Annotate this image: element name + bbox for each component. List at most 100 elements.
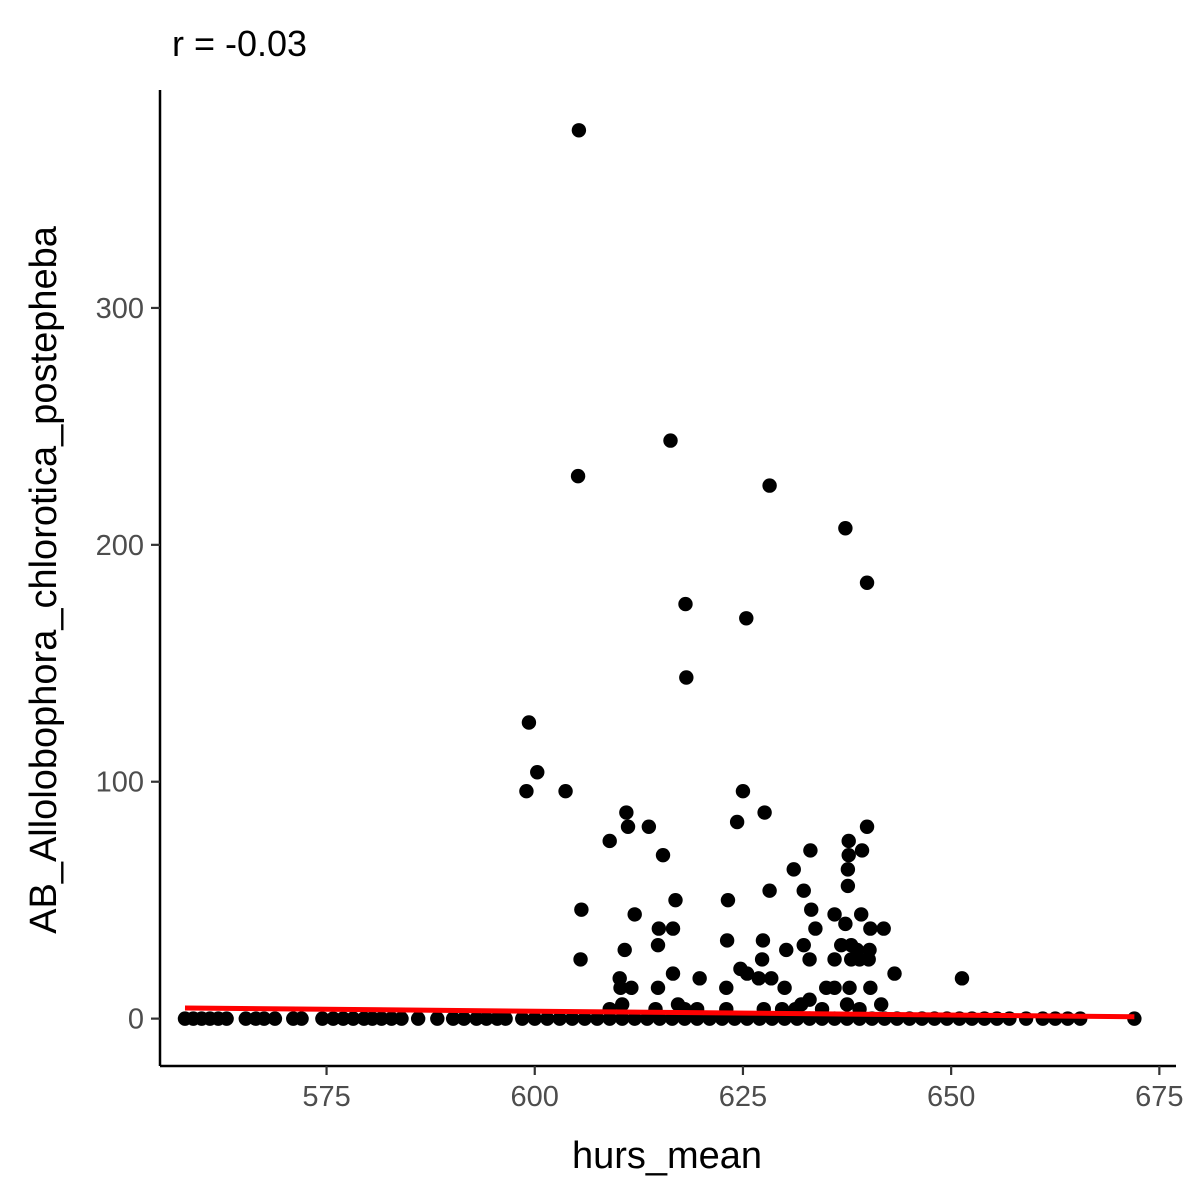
trend-layer: [184, 1005, 1135, 1020]
data-point: [720, 892, 736, 908]
data-point: [267, 1011, 283, 1026]
data-point: [346, 1011, 361, 1026]
data-point: [627, 907, 642, 922]
data-point: [620, 819, 636, 834]
data-point: [838, 916, 853, 932]
ticks-layer: 575 600 625 650 675 0 100 200 300: [96, 293, 1184, 1113]
data-point: [827, 980, 842, 996]
data-point: [692, 971, 707, 986]
data-point: [762, 478, 777, 493]
data-point: [456, 1011, 472, 1026]
data-point: [519, 784, 534, 799]
data-point: [655, 847, 671, 863]
data-point: [336, 1011, 351, 1026]
data-point: [394, 1011, 409, 1026]
data-point: [735, 784, 751, 799]
data-point: [570, 468, 586, 484]
data-point: [729, 814, 745, 830]
data-point: [639, 1011, 655, 1026]
x-tick-label: 575: [302, 1081, 350, 1113]
data-point: [574, 902, 589, 917]
data-point: [762, 883, 777, 898]
chart-title: r = -0.03: [172, 23, 307, 64]
data-point: [840, 878, 856, 894]
data-point: [219, 1011, 234, 1026]
data-point: [410, 1011, 426, 1026]
data-point: [665, 921, 681, 936]
data-point: [617, 942, 632, 958]
data-point: [859, 575, 875, 590]
data-point: [602, 1011, 617, 1026]
data-point: [652, 1011, 667, 1026]
data-point: [577, 1011, 592, 1026]
data-point: [764, 971, 779, 986]
data-point: [863, 980, 878, 996]
data-point: [802, 992, 817, 1007]
y-tick-label: 300: [96, 293, 144, 325]
data-point: [613, 980, 628, 996]
data-point: [754, 952, 770, 967]
x-tick-label: 675: [1135, 1081, 1183, 1113]
data-point: [719, 980, 734, 996]
data-point: [779, 942, 794, 958]
data-point: [873, 997, 889, 1012]
y-axis-label: AB_Allolobophora_chlorotica_postepheba: [23, 225, 65, 934]
data-point: [876, 921, 891, 936]
x-axis-label: hurs_mean: [572, 1135, 762, 1177]
data-point: [650, 980, 666, 996]
data-point: [641, 819, 657, 834]
y-tick-label: 200: [96, 530, 144, 562]
data-point: [374, 1011, 389, 1026]
data-point: [887, 966, 902, 981]
data-point: [854, 907, 869, 922]
data-point: [796, 937, 811, 953]
data-point: [602, 833, 617, 849]
data-point: [796, 883, 811, 898]
data-point: [384, 1011, 399, 1026]
data-point: [663, 433, 678, 448]
data-point: [445, 1011, 461, 1026]
data-point: [256, 1011, 272, 1026]
data-point: [521, 715, 537, 730]
data-point: [294, 1011, 309, 1026]
data-point: [719, 933, 735, 948]
data-point: [590, 1011, 605, 1026]
data-point: [679, 670, 694, 685]
data-point: [624, 980, 639, 996]
data-point: [739, 611, 754, 626]
data-point: [859, 819, 875, 834]
data-point: [954, 971, 970, 986]
axes-layer: [158, 90, 1176, 1068]
data-point: [827, 952, 842, 967]
data-point: [803, 843, 818, 858]
data-point: [540, 1011, 555, 1026]
y-tick-label: 0: [128, 1004, 144, 1036]
data-point: [573, 952, 588, 967]
data-point: [777, 980, 792, 996]
x-tick-label: 625: [719, 1081, 767, 1113]
data-point: [802, 952, 817, 967]
data-point: [786, 862, 801, 877]
data-point: [827, 907, 842, 922]
data-point: [614, 997, 630, 1012]
data-point: [614, 1011, 630, 1026]
data-point: [571, 123, 587, 138]
data-point: [840, 862, 856, 877]
data-point: [854, 843, 870, 858]
trend-line: [184, 1005, 1135, 1020]
x-tick-label: 650: [927, 1081, 975, 1113]
data-point: [469, 1011, 484, 1026]
data-point: [839, 997, 855, 1012]
data-point: [552, 1011, 567, 1026]
data-point: [650, 937, 666, 953]
data-point: [619, 805, 634, 820]
data-point: [627, 1011, 642, 1026]
data-point: [751, 971, 766, 986]
data-point: [861, 952, 876, 967]
data-point: [755, 933, 771, 948]
x-tick-label: 600: [511, 1081, 559, 1113]
data-point: [665, 966, 681, 981]
data-point: [565, 1011, 580, 1026]
data-point: [651, 921, 667, 936]
